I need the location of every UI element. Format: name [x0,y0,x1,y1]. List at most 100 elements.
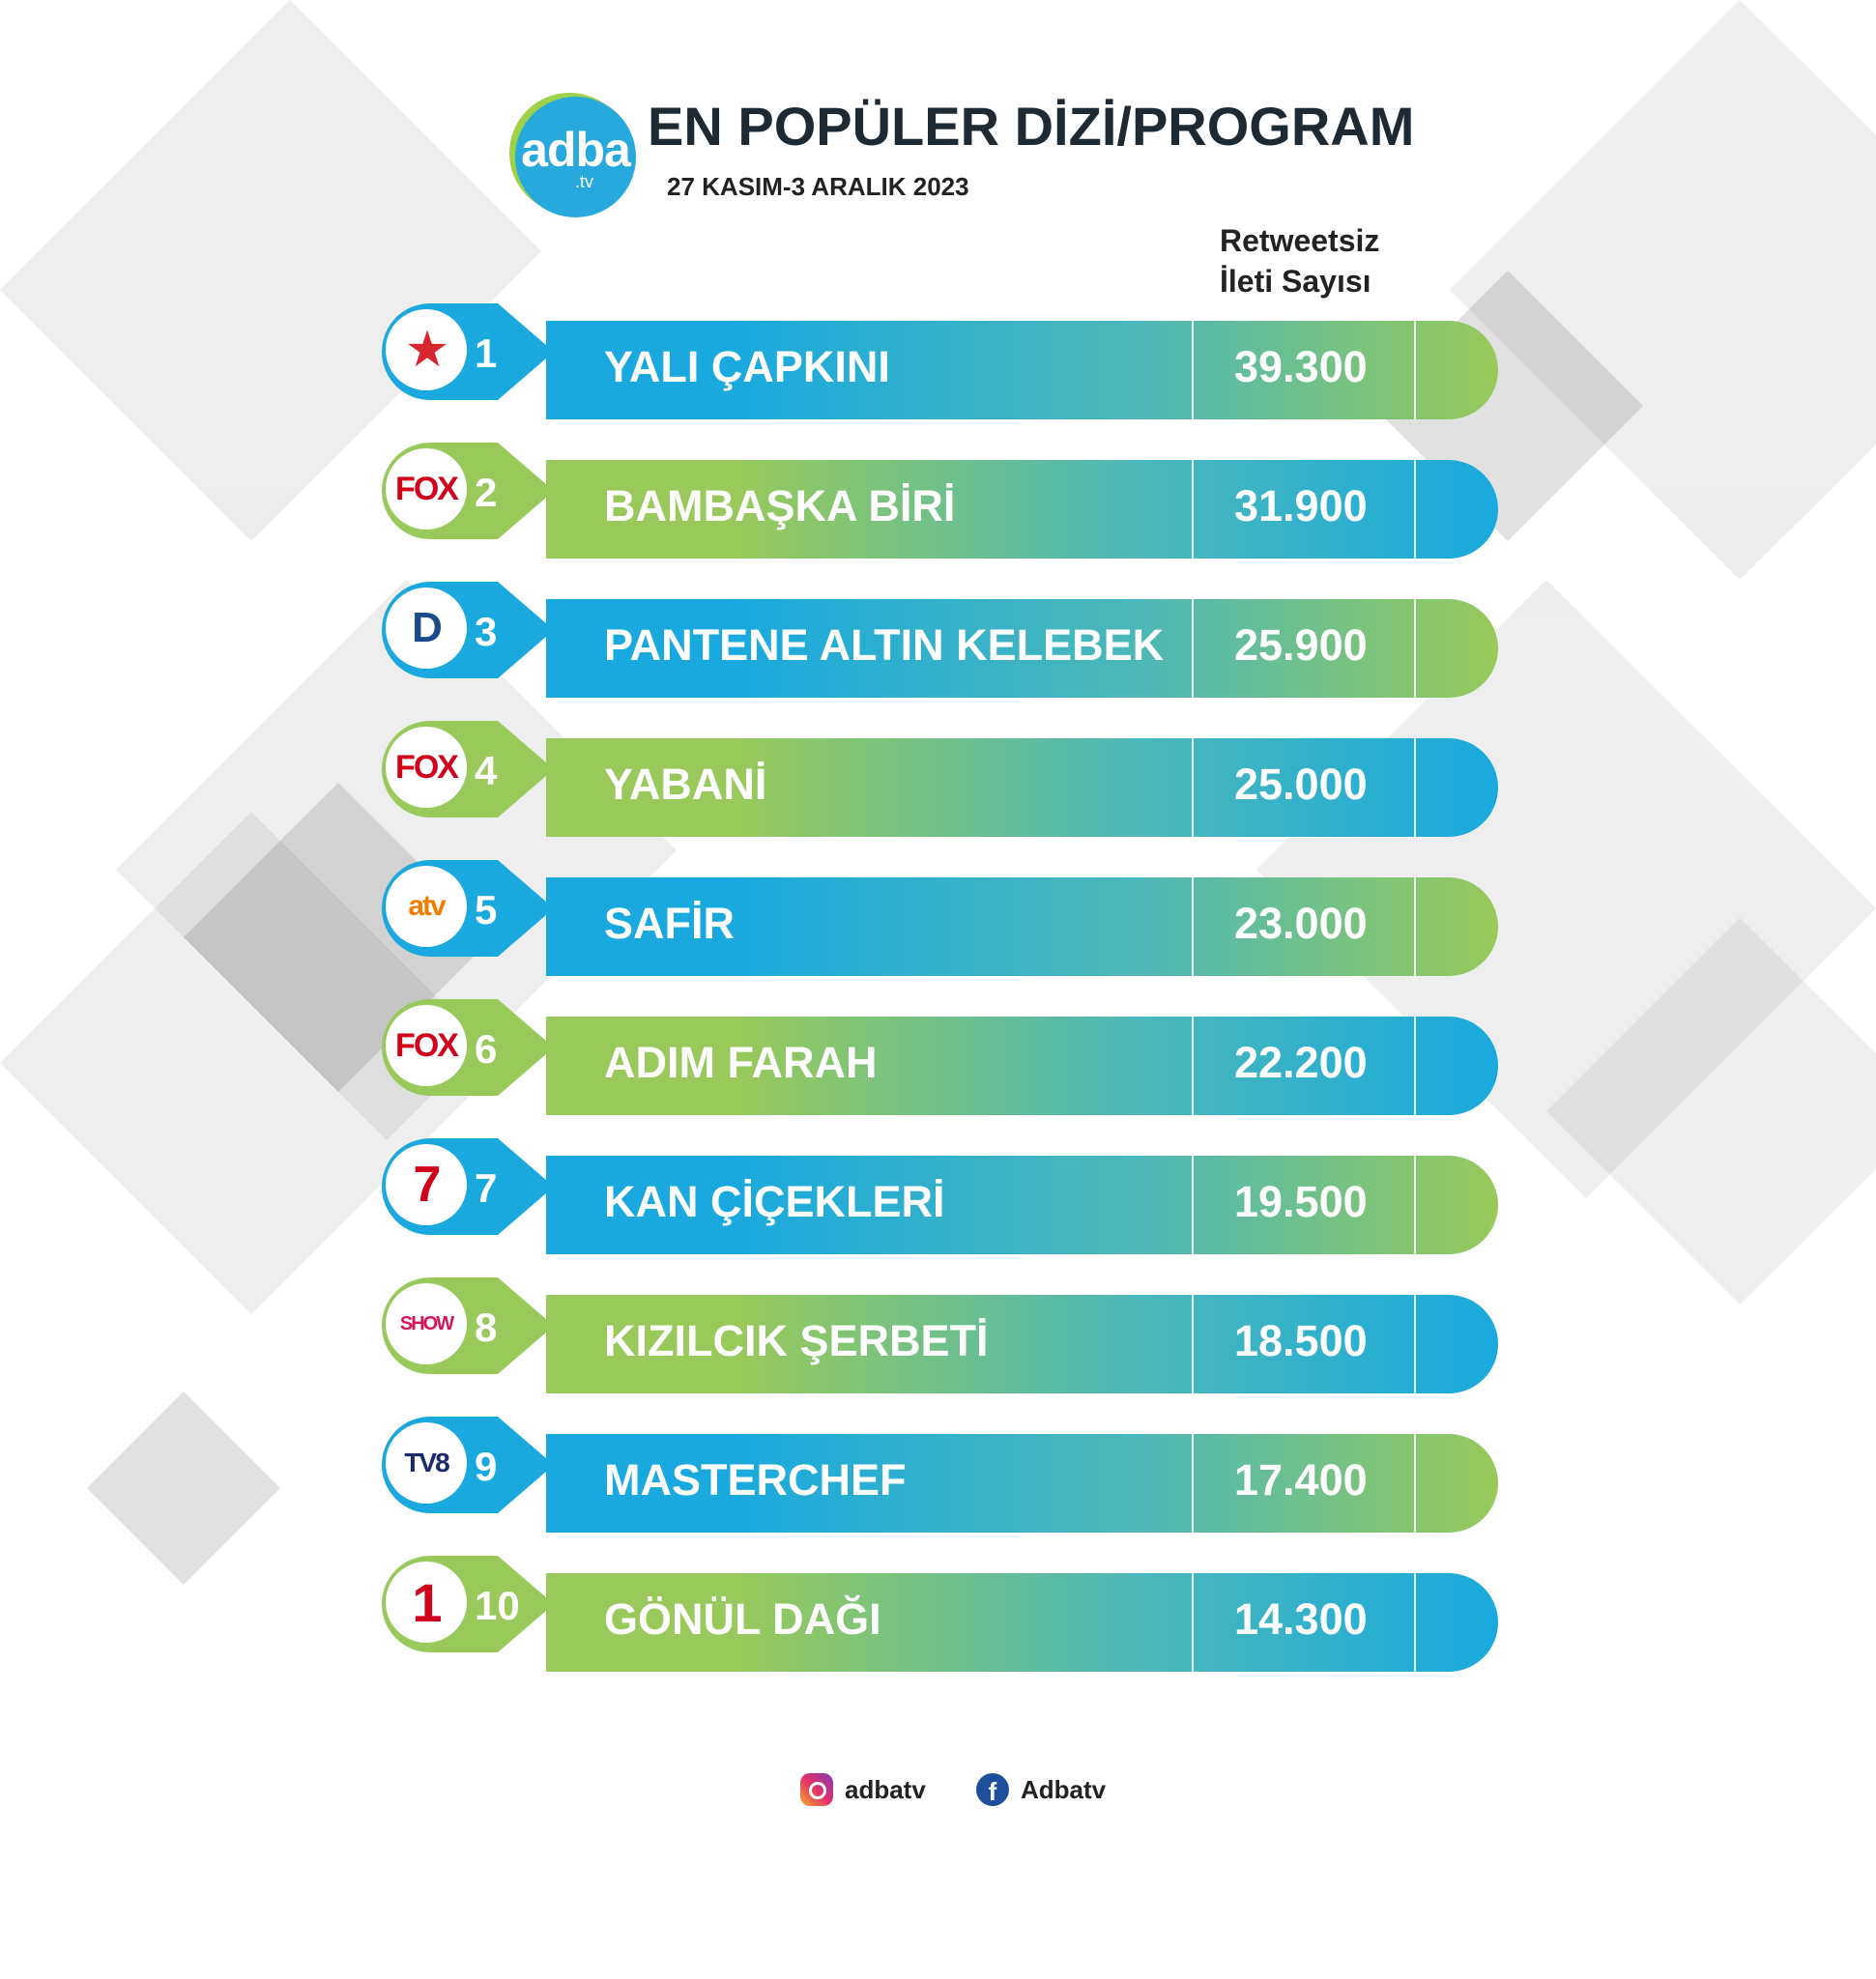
ranking-row: 1 10 GÖNÜL DAĞI 14.300 [382,1554,1503,1672]
post-count: 18.500 [1234,1316,1368,1365]
program-name: YALI ÇAPKINI [604,342,890,391]
program-name: KIZILCIK ŞERBETİ [604,1316,989,1365]
channel-logo: FOX [386,448,467,530]
channel-logo: ★ [386,309,467,390]
channel-logo-mark: TV8 [404,1448,449,1477]
program-name: MASTERCHEF [604,1455,907,1505]
ranking-row: D 3 PANTENE ALTIN KELEBEK 25.900 [382,580,1503,698]
channel-logo-mark: atv [408,890,446,922]
program-name: KAN ÇİÇEKLERİ [604,1177,945,1226]
channel-logo-mark: FOX [395,470,459,507]
channel-logo-mark: FOX [395,748,459,786]
ranking-bar [546,460,1498,559]
program-name: BAMBAŞKA BİRİ [604,481,956,531]
ranking-row: 7 7 KAN ÇİÇEKLERİ 19.500 [382,1136,1503,1254]
facebook-handle: Adbatv [1021,1774,1107,1804]
ranking-row: atv 5 SAFİR 23.000 [382,858,1503,976]
column-header-line2: İleti Sayısı [1220,264,1371,299]
rank-number: 4 [475,748,498,793]
logo-text: adba [521,123,631,177]
date-range: 27 KASIM-3 ARALIK 2023 [667,172,969,201]
page-title: EN POPÜLER DİZİ/PROGRAM [648,96,1415,157]
post-count: 25.900 [1234,620,1368,670]
bar-divider [1414,1017,1416,1115]
ranking-row: SHOW 8 KIZILCIK ŞERBETİ 18.500 [382,1276,1503,1393]
rank-number: 2 [475,470,498,515]
ranking-row: FOX 4 YABANİ 25.000 [382,719,1503,837]
bar-divider [1192,1017,1194,1115]
rank-number: 6 [475,1026,498,1072]
rank-number: 7 [475,1165,498,1211]
post-count: 39.300 [1234,342,1368,391]
bar-divider [1192,599,1194,698]
channel-logo: FOX [386,727,467,808]
channel-logo: D [386,588,467,669]
bar-divider [1414,321,1416,419]
channel-logo-mark: SHOW [399,1312,454,1334]
channel-logo: 7 [386,1144,467,1225]
ranking-row: FOX 6 ADIM FARAH 22.200 [382,997,1503,1115]
bar-divider [1192,877,1194,976]
channel-logo-mark: 7 [413,1157,442,1213]
instagram-icon [800,1773,833,1806]
program-name: ADIM FARAH [604,1038,878,1087]
rank-number: 10 [475,1583,520,1628]
post-count: 23.000 [1234,899,1368,948]
channel-logo: 1 [386,1562,467,1643]
ranking-row: ★ 1 YALI ÇAPKINI 39.300 [382,301,1503,419]
program-name: PANTENE ALTIN KELEBEK [604,620,1165,670]
ranking-bar [546,321,1498,419]
ranking-bar [546,738,1498,837]
ranking-bar [546,1156,1498,1254]
channel-logo: atv [386,866,467,947]
ranking-row: FOX 2 BAMBAŞKA BİRİ 31.900 [382,441,1503,559]
bar-divider [1192,1573,1194,1672]
ranking-bar [546,1573,1498,1672]
channel-logo: FOX [386,1005,467,1086]
bar-divider [1414,1434,1416,1533]
rank-number: 3 [475,609,498,654]
program-name: GÖNÜL DAĞI [604,1594,881,1644]
post-count: 19.500 [1234,1177,1368,1226]
bar-divider [1192,1295,1194,1393]
ranking-bar [546,599,1498,698]
ranking-bar [546,877,1498,976]
post-count: 22.200 [1234,1038,1368,1087]
channel-logo-mark: D [412,604,443,651]
channel-logo: TV8 [386,1422,467,1504]
logo-subtext: .tv [575,172,594,191]
instagram-link[interactable]: adbatv [800,1773,926,1806]
channel-logo-mark: 1 [412,1571,442,1633]
bar-divider [1192,321,1194,419]
bar-divider [1414,1156,1416,1254]
value-column-header: Retweetsiz İleti Sayısı [1220,220,1379,301]
bar-divider [1192,738,1194,837]
rank-number: 1 [475,330,498,376]
column-header-line1: Retweetsiz [1220,223,1380,258]
bar-divider [1414,1573,1416,1672]
ranking-bar [546,1295,1498,1393]
facebook-icon: f [976,1773,1009,1806]
post-count: 25.000 [1234,760,1368,809]
ranking-bar [546,1017,1498,1115]
instagram-handle: adbatv [845,1774,926,1804]
rank-number: 8 [475,1305,498,1350]
channel-logo: SHOW [386,1283,467,1364]
bar-divider [1414,599,1416,698]
bar-divider [1192,1156,1194,1254]
bar-divider [1414,460,1416,559]
bar-divider [1192,1434,1194,1533]
bar-divider [1414,877,1416,976]
channel-logo-mark: ★ [404,322,450,378]
adba-logo: adba .tv [515,97,636,217]
post-count: 14.300 [1234,1594,1368,1644]
rank-number: 5 [475,887,498,932]
program-name: SAFİR [604,899,735,948]
post-count: 17.400 [1234,1455,1368,1505]
facebook-link[interactable]: f Adbatv [976,1773,1106,1806]
ranking-row: TV8 9 MASTERCHEF 17.400 [382,1415,1503,1533]
channel-logo-mark: FOX [395,1026,459,1064]
bar-divider [1192,460,1194,559]
bar-divider [1414,1295,1416,1393]
